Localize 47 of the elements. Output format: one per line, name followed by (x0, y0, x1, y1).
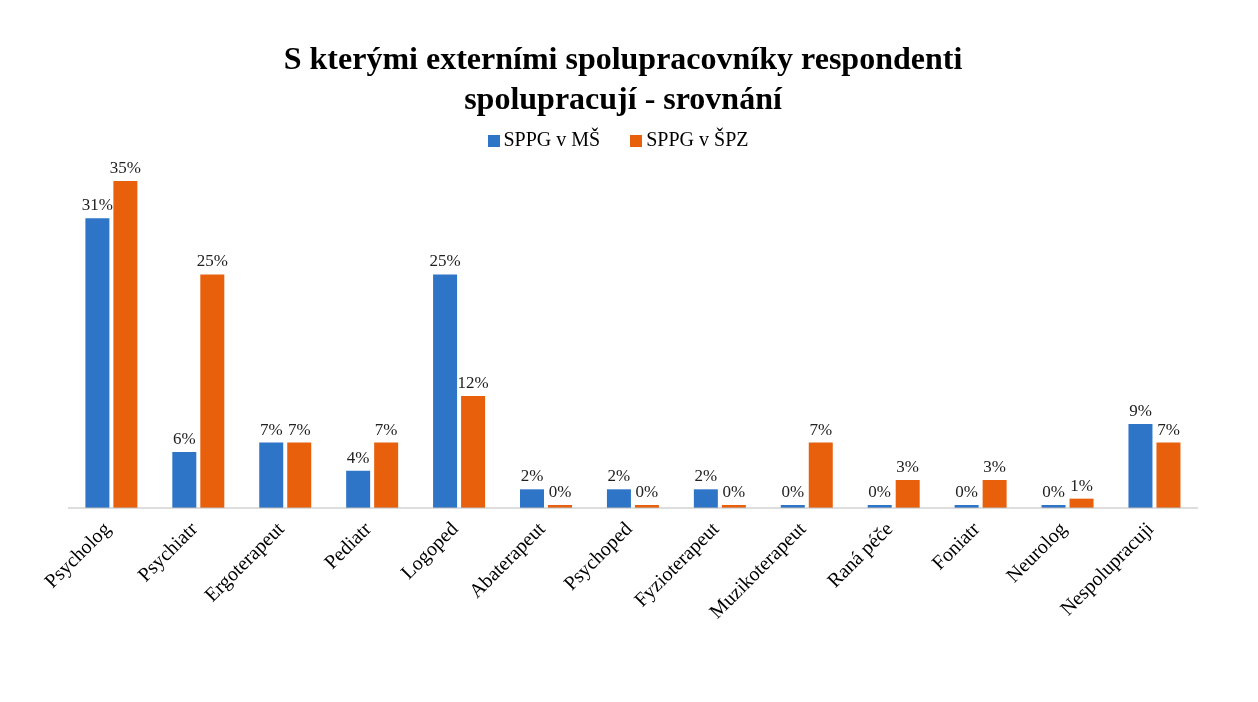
data-label: 0% (955, 482, 978, 501)
bar (172, 451, 197, 508)
data-label: 2% (694, 466, 718, 486)
data-label: 0% (1042, 482, 1065, 501)
bar (113, 181, 138, 508)
bar (520, 489, 544, 508)
legend-label: SPPG v ŠPZ (646, 128, 749, 150)
data-label: 7% (259, 419, 283, 439)
data-label: 0% (868, 482, 892, 501)
data-label: 0% (635, 482, 659, 501)
bar (259, 442, 284, 508)
data-label: 7% (809, 419, 833, 439)
bar (374, 442, 399, 508)
data-label: 3% (896, 456, 920, 476)
bar (693, 489, 718, 508)
data-label: 1% (1070, 475, 1093, 495)
bar (85, 218, 110, 508)
bar (606, 489, 631, 508)
data-label: 3% (983, 456, 1006, 476)
data-label: 9% (1129, 400, 1152, 420)
bar (982, 479, 1007, 508)
chart-title: S kterými externími spolupracovníky respondenti spolupracují - srovnání (282, 39, 964, 118)
data-label: 2% (520, 466, 544, 486)
data-label: 6% (172, 428, 196, 448)
legend-label: SPPG v MŠ (503, 128, 601, 150)
data-label: 35% (109, 158, 141, 177)
data-label: 0% (722, 482, 746, 501)
bar (461, 395, 486, 508)
data-label: 12% (457, 372, 489, 392)
data-label: 7% (1157, 419, 1180, 439)
data-label: 0% (781, 482, 805, 501)
data-label: 0% (548, 482, 572, 501)
data-label: 25% (429, 251, 461, 271)
bar (287, 442, 312, 508)
bar (808, 442, 833, 508)
data-label: 31% (81, 195, 113, 215)
bar (433, 274, 458, 508)
bar (1128, 423, 1153, 508)
data-label: 25% (196, 251, 228, 271)
data-label: 2% (607, 466, 631, 486)
data-label: 4% (346, 447, 370, 467)
bar (895, 479, 920, 508)
bar (346, 470, 371, 508)
bar (200, 274, 225, 508)
bar (1156, 442, 1181, 508)
data-label: 7% (374, 419, 398, 439)
data-label: 7% (287, 419, 311, 439)
